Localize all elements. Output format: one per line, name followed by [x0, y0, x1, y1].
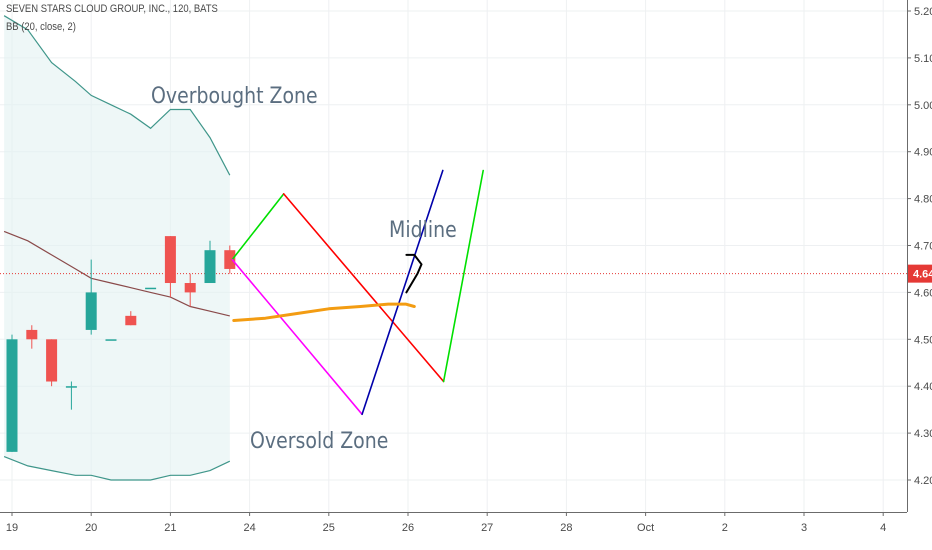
y-tick-label: 4.40 [914, 381, 932, 393]
x-tick-label: 21 [164, 522, 176, 534]
y-tick-label: 4.20 [914, 475, 932, 487]
bollinger-upper [3, 15, 231, 176]
y-tick-label: 4.30 [914, 428, 932, 440]
overbought-zone-label: Overbought Zone [151, 84, 318, 109]
bollinger-lower [3, 456, 231, 481]
drawing-line[interactable] [232, 302, 416, 322]
y-tick-label: 4.60 [914, 287, 932, 299]
candle-body [204, 250, 216, 284]
candle-body [125, 315, 137, 326]
last-price-tag-label: 4.64 [913, 269, 932, 281]
y-tick-label: 5.20 [914, 6, 932, 18]
candle-body [6, 339, 18, 452]
candle-body [145, 287, 157, 290]
drawing-line[interactable] [361, 169, 444, 416]
x-tick-label: 25 [323, 522, 335, 534]
drawing-line[interactable] [231, 258, 363, 416]
symbol-legend[interactable]: SEVEN STARS CLOUD GROUP, INC., 120, BATS [6, 3, 218, 15]
candle-body [26, 329, 38, 340]
y-tick-label: 4.80 [914, 194, 932, 206]
bollinger-basis [3, 230, 230, 317]
candle-body [85, 292, 97, 330]
y-tick-label: 5.10 [914, 53, 932, 65]
x-tick-label: 3 [801, 522, 807, 534]
candle-body [184, 283, 196, 293]
drawing-line[interactable] [231, 193, 285, 261]
candle-body [105, 339, 117, 341]
x-tick-label: 27 [481, 522, 493, 534]
oversold-zone-label: Oversold Zone [250, 429, 389, 454]
candle-body [46, 339, 58, 382]
x-tick-label: 26 [402, 522, 414, 534]
x-axis[interactable]: 19 20 21 24 25 26 27 28 Oct 2 3 4 [6, 512, 886, 534]
y-tick-label: 4.70 [914, 241, 932, 253]
midline-label: Midline [389, 218, 457, 243]
x-tick-label: 2 [722, 522, 728, 534]
x-tick-label: 28 [560, 522, 572, 534]
drawing-line[interactable] [405, 253, 423, 294]
x-tick-label: Oct [637, 522, 654, 534]
x-tick-label: 24 [243, 522, 255, 534]
candle-body [164, 236, 176, 284]
y-tick-label: 4.50 [914, 334, 932, 346]
x-tick-label: 19 [6, 522, 18, 534]
drawing-line[interactable] [282, 193, 445, 383]
y-tick-label: 5.00 [914, 100, 932, 112]
last-price-tag[interactable] [908, 264, 932, 283]
drawing-line[interactable] [442, 169, 485, 383]
bollinger-bands [3, 15, 231, 481]
y-tick-label: 4.90 [914, 147, 932, 159]
candle-body [65, 386, 77, 388]
candle-body [224, 250, 236, 269]
drawings[interactable] [231, 169, 485, 416]
indicator-legend[interactable]: BB (20, close, 2) [6, 21, 76, 33]
y-axis[interactable]: 4.20 4.30 4.40 4.50 4.60 4.70 4.80 4.90 5.00 5.10… [907, 6, 932, 487]
bollinger-fill [4, 15, 230, 480]
x-tick-label: 4 [880, 522, 886, 534]
candles [6, 236, 236, 452]
x-tick-label: 20 [85, 522, 97, 534]
